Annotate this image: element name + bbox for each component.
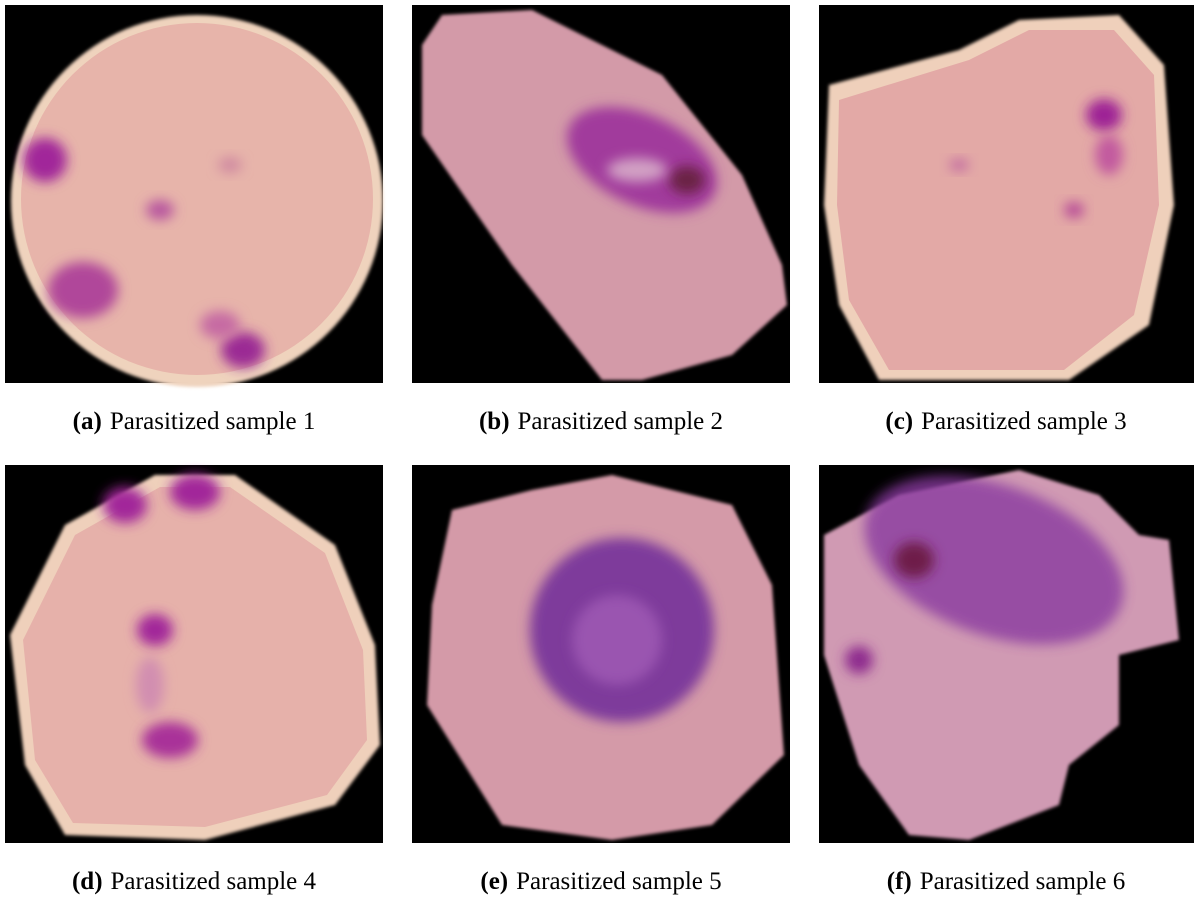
cell-image <box>412 465 790 843</box>
caption-text: Parasitized sample 4 <box>111 868 317 895</box>
cell-image <box>5 465 383 843</box>
caption: (b) Parasitized sample 2 <box>479 408 723 435</box>
caption-text: Parasitized sample 2 <box>518 408 724 435</box>
page: {"figure": {"panels": [ {"label": "(a)",… <box>0 0 1194 904</box>
caption-label: (a) <box>73 408 102 435</box>
caption: (c) Parasitized sample 3 <box>885 408 1126 435</box>
caption: (e) Parasitized sample 5 <box>480 868 721 895</box>
caption-text: Parasitized sample 6 <box>920 868 1126 895</box>
caption-label: (e) <box>480 868 508 895</box>
caption-text: Parasitized sample 5 <box>516 868 722 895</box>
caption-label: (d) <box>72 868 103 895</box>
figure: (a) Parasitized sample 1 (b) Parasitized sa… <box>0 0 1194 899</box>
caption: (a) Parasitized sample 1 <box>73 408 316 435</box>
caption-text: Parasitized sample 3 <box>921 408 1127 435</box>
caption: (f) Parasitized sample 6 <box>887 868 1125 895</box>
caption: (d) Parasitized sample 4 <box>72 868 317 895</box>
caption-label: (c) <box>885 408 913 435</box>
cell-image <box>819 443 1194 843</box>
caption-text: Parasitized sample 1 <box>110 408 316 435</box>
caption-label: (f) <box>887 868 912 895</box>
cell-image <box>5 5 383 387</box>
cell-image <box>819 5 1194 383</box>
cell-image <box>412 5 790 383</box>
caption-label: (b) <box>479 408 510 435</box>
